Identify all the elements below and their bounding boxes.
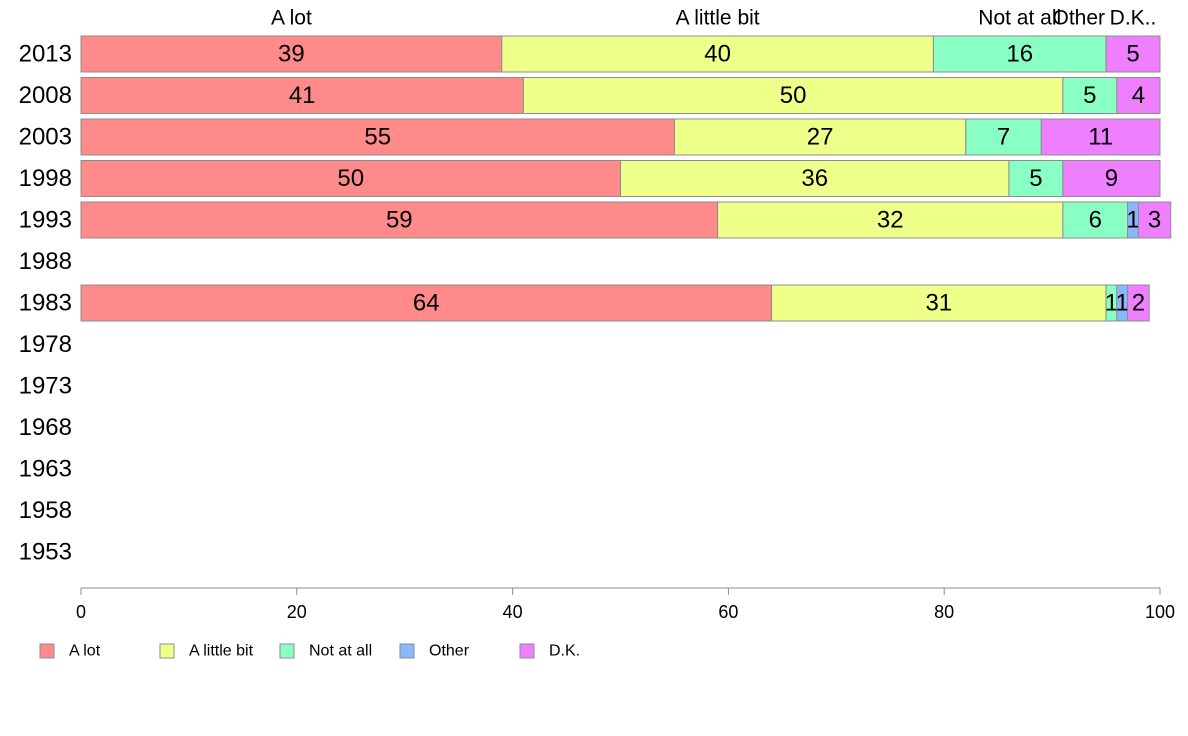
data-label-2013-0: 39 — [278, 41, 305, 68]
x-tick-label-4: 80 — [934, 602, 954, 622]
year-label-1988: 1988 — [19, 248, 72, 275]
legend-label-1: A little bit — [189, 643, 254, 660]
data-label-2013-1: 40 — [704, 41, 731, 68]
legend-label-4: D.K. — [549, 643, 580, 660]
legend-label-3: Other — [429, 643, 470, 660]
data-label-2008-4: 4 — [1132, 82, 1145, 109]
legend-label-2: Not at all — [309, 643, 372, 660]
data-label-1983-4: 2 — [1132, 290, 1145, 317]
x-tick-label-3: 60 — [718, 602, 738, 622]
legend-swatch-0 — [39, 643, 55, 659]
data-label-2013-2: 16 — [1006, 41, 1033, 68]
top-label-1: A little bit — [676, 7, 760, 30]
x-tick-label-2: 40 — [503, 602, 523, 622]
legend-item-1: A little bit — [159, 643, 254, 660]
data-label-2003-2: 7 — [997, 124, 1010, 151]
x-axis: 0 20 40 60 80 100 — [76, 587, 1175, 622]
data-label-1983-1: 31 — [925, 290, 952, 317]
bar-segment-2003-1 — [673, 118, 967, 156]
bar-segment-1983-4 — [1127, 284, 1150, 322]
legend-swatch-4 — [519, 643, 535, 659]
bar-segment-2008-2 — [1062, 77, 1118, 114]
top-label-3: Other — [1053, 7, 1106, 30]
x-tick-label-1: 20 — [287, 602, 307, 622]
data-label-1993-0: 59 — [386, 207, 413, 234]
top-label-4: D.K.. — [1110, 7, 1157, 30]
data-label-1998-4: 9 — [1105, 165, 1118, 192]
bar-segment-1998-4 — [1062, 160, 1161, 197]
bar-segment-2008-4 — [1116, 77, 1161, 114]
bar-segment-1993-1 — [717, 201, 1064, 239]
year-label-1958: 1958 — [19, 497, 72, 524]
bar-segment-2013-2 — [932, 35, 1107, 73]
bar-segment-2003-0 — [80, 118, 675, 156]
data-label-2003-0: 55 — [364, 124, 391, 151]
bar-segment-2013-0 — [80, 35, 503, 73]
data-label-2003-4: 11 — [1088, 124, 1113, 151]
data-label-1983-0: 64 — [413, 290, 440, 317]
bar-segment-2008-1 — [522, 77, 1064, 114]
data-label-1998-2: 5 — [1029, 165, 1042, 192]
legend: A lot A little bit Not at all Other D.K. — [39, 643, 580, 660]
bar-segment-2013-4 — [1105, 35, 1161, 73]
x-tick-label-5: 100 — [1145, 602, 1175, 622]
data-label-2008-0: 41 — [289, 82, 316, 109]
data-label-1993-3: 1 — [1126, 207, 1139, 234]
legend-item-0: A lot — [39, 643, 101, 660]
x-tick-label-0: 0 — [76, 602, 86, 622]
data-label-2008-2: 5 — [1083, 82, 1096, 109]
bar-segment-1993-4 — [1137, 201, 1172, 239]
legend-item-4: D.K. — [519, 643, 580, 660]
data-label-1983-3: 1 — [1116, 290, 1129, 317]
year-label-1978: 1978 — [19, 331, 72, 358]
legend-label-0: A lot — [69, 643, 101, 660]
data-label-1993-1: 32 — [877, 207, 904, 234]
bar-segment-2003-4 — [1040, 118, 1161, 156]
legend-swatch-1 — [159, 643, 175, 659]
data-label-1998-1: 36 — [801, 165, 828, 192]
data-label-2003-1: 27 — [807, 124, 834, 151]
top-label-0: A lot — [271, 7, 312, 30]
year-label-1973: 1973 — [19, 373, 72, 400]
year-labels: 2013 2008 2003 1998 1993 1988 1983 1978 1973 1968… — [19, 41, 72, 566]
bar-segment-1993-0 — [80, 201, 719, 239]
year-label-1983: 1983 — [19, 290, 72, 317]
legend-swatch-2 — [279, 643, 295, 659]
year-label-2013: 2013 — [19, 41, 72, 68]
data-label-2008-1: 50 — [780, 82, 807, 109]
data-label-1993-2: 6 — [1089, 207, 1102, 234]
data-label-1983-2: 1 — [1105, 290, 1118, 317]
data-label-1998-0: 50 — [337, 165, 364, 192]
year-label-1993: 1993 — [19, 207, 72, 234]
bar-segment-1998-1 — [620, 160, 1010, 197]
bar-segment-1998-0 — [80, 160, 621, 197]
top-label-2: Not at all — [978, 7, 1061, 30]
bar-segment-2013-1 — [501, 35, 934, 73]
legend-item-3: Other — [399, 643, 470, 660]
year-label-2003: 2003 — [19, 124, 72, 151]
legend-swatch-3 — [399, 643, 415, 659]
year-label-1953: 1953 — [19, 539, 72, 566]
year-label-1998: 1998 — [19, 165, 72, 192]
year-label-2008: 2008 — [19, 82, 72, 109]
bar-segment-2008-0 — [80, 77, 524, 114]
year-label-1968: 1968 — [19, 414, 72, 441]
year-label-1963: 1963 — [19, 456, 72, 483]
bar-segment-1983-1 — [771, 284, 1107, 322]
bar-segment-1993-2 — [1062, 201, 1129, 239]
legend-item-2: Not at all — [279, 643, 372, 660]
data-label-2013-4: 5 — [1126, 41, 1139, 68]
data-label-1993-4: 3 — [1148, 207, 1161, 234]
